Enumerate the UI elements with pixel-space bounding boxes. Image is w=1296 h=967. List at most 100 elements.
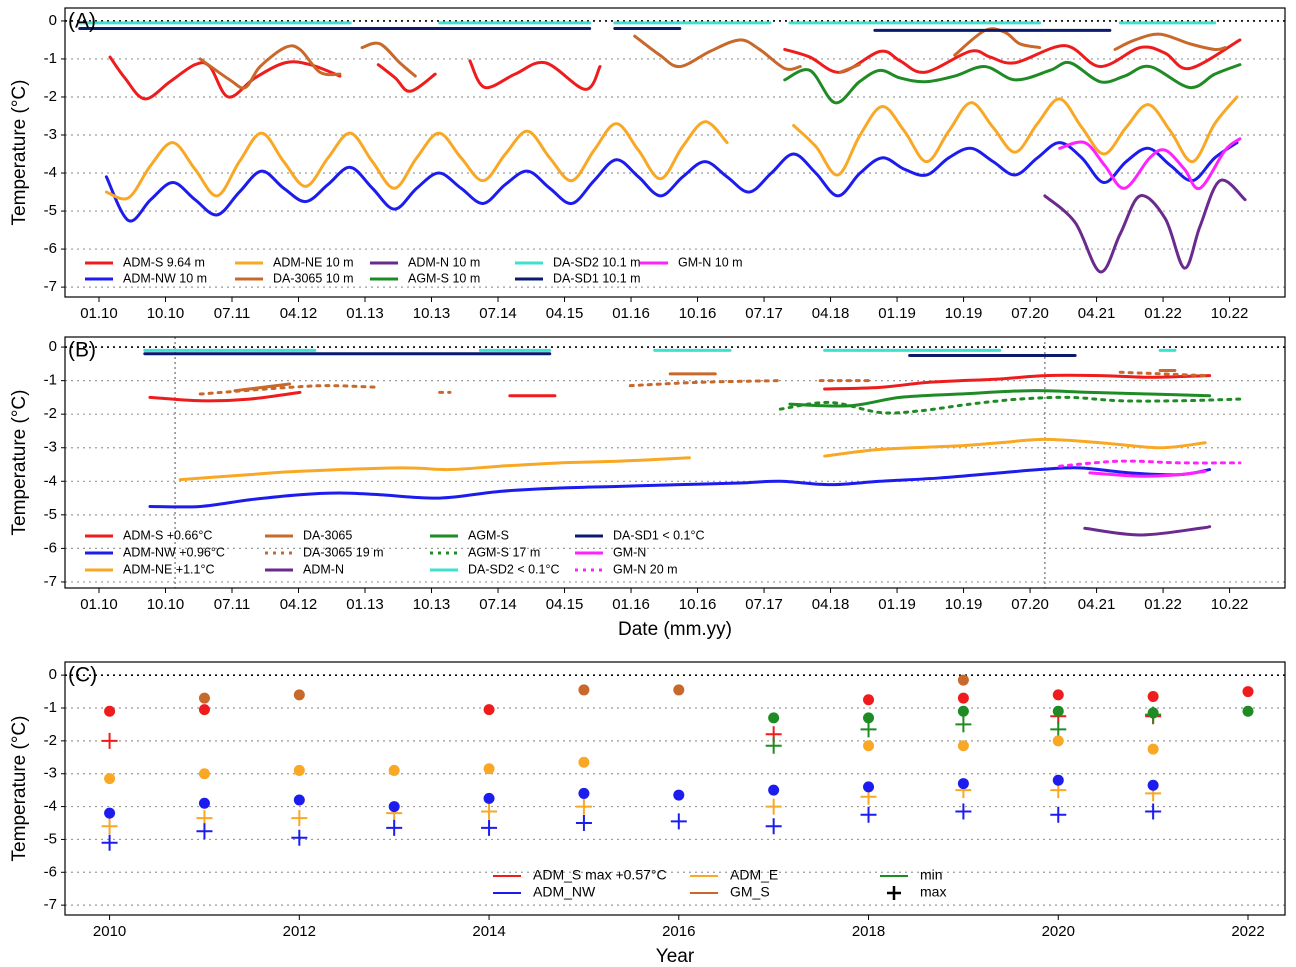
plus-marker <box>386 819 403 836</box>
y-tick-label: -3 <box>44 439 57 456</box>
panel-label: (B) <box>68 339 96 362</box>
x-tick-label: 10.19 <box>945 305 983 322</box>
plot-area <box>65 20 1285 288</box>
point-marker <box>768 712 780 724</box>
series-line <box>104 120 729 201</box>
legend-label: min <box>920 867 943 883</box>
point-marker <box>1052 689 1064 701</box>
y-tick-label: -5 <box>44 506 57 523</box>
plot-frame <box>64 661 1286 916</box>
series-line <box>1058 137 1242 191</box>
legend-symbol <box>887 886 901 900</box>
series-line <box>198 44 342 90</box>
point-marker <box>293 764 305 776</box>
series-line <box>1058 459 1242 468</box>
x-tick-label: 01.13 <box>346 596 384 613</box>
plus-marker <box>860 721 877 738</box>
y-tick-label: -3 <box>44 765 57 782</box>
series-line <box>628 379 782 388</box>
plus-marker <box>670 813 687 830</box>
x-tick-label: 07.11 <box>214 596 250 613</box>
y-tick-label: -2 <box>44 405 57 422</box>
x-tick-label: 10.19 <box>945 596 983 613</box>
legend-label: DA-SD2 10.1 m <box>553 255 641 269</box>
series-line <box>1088 469 1207 478</box>
y-axis-title: Temperature (°C) <box>9 80 30 226</box>
point-marker <box>104 807 116 819</box>
point-marker <box>483 763 495 775</box>
y-tick-label: -7 <box>44 896 57 913</box>
x-tick-label: 10.16 <box>679 305 717 322</box>
y-tick-label: -5 <box>44 830 57 847</box>
point-marker <box>104 705 116 717</box>
plot-frame <box>64 336 1286 589</box>
y-axis-title: Temperature (°C) <box>9 390 30 536</box>
x-tick-label: 04.12 <box>280 596 318 613</box>
point-marker <box>198 768 210 780</box>
series-line <box>360 41 417 78</box>
point-marker <box>957 705 969 717</box>
y-tick-label: -6 <box>44 240 57 257</box>
point-marker <box>1242 686 1254 698</box>
plus-marker <box>101 732 118 749</box>
series-line <box>953 27 1042 57</box>
point-marker <box>293 794 305 806</box>
series-line <box>792 95 1239 177</box>
plus-marker <box>955 803 972 820</box>
point-marker <box>957 692 969 704</box>
point-marker <box>388 764 400 776</box>
legend-label: ADM-S 9.64 m <box>123 255 205 269</box>
legend-label: AGM-S 10 m <box>408 271 480 285</box>
point-marker <box>198 692 210 704</box>
legend-label: GM_S <box>730 884 770 900</box>
legend-label: AGM-S 17 m <box>468 545 540 559</box>
x-tick-label: 2014 <box>472 923 505 940</box>
point-marker <box>673 789 685 801</box>
plus-marker <box>860 806 877 823</box>
y-tick-label: 0 <box>49 338 57 355</box>
legend-label: ADM_E <box>730 867 778 883</box>
point-marker <box>293 689 305 701</box>
plus-marker <box>955 716 972 733</box>
y-tick-label: -2 <box>44 732 57 749</box>
plus-marker <box>765 818 782 835</box>
series-line <box>1118 370 1207 378</box>
y-tick-label: -1 <box>44 699 57 716</box>
plus-marker <box>291 829 308 846</box>
point-marker <box>768 784 780 796</box>
legend-label: ADM_NW <box>533 884 596 900</box>
plus-marker <box>101 818 118 835</box>
point-marker <box>1147 779 1159 791</box>
point-marker <box>1147 743 1159 755</box>
series-line <box>1083 525 1212 537</box>
legend-label: GM-N 10 m <box>678 255 743 269</box>
x-tick-label: 07.14 <box>479 305 517 322</box>
x-tick-label: 07.11 <box>214 305 250 322</box>
y-tick-label: -1 <box>44 372 57 389</box>
plus-marker <box>765 798 782 815</box>
y-tick-label: 0 <box>49 666 57 683</box>
series-line <box>178 456 691 482</box>
x-tick-label: 01.16 <box>612 305 650 322</box>
series-line <box>783 60 1242 105</box>
point-marker <box>483 704 495 716</box>
y-tick-label: -2 <box>44 88 57 105</box>
x-tick-label: 10.10 <box>147 596 185 613</box>
x-tick-label: 01.22 <box>1144 305 1182 322</box>
x-tick-label: 10.10 <box>147 305 185 322</box>
y-tick-label: -7 <box>44 573 57 590</box>
point-marker <box>388 801 400 813</box>
point-marker <box>1052 774 1064 786</box>
x-tick-label: 2010 <box>93 923 126 940</box>
y-tick-label: -4 <box>44 798 57 815</box>
series-line <box>198 384 382 396</box>
plus-marker <box>1145 803 1162 820</box>
legend-label: ADM-NW +0.96°C <box>123 545 225 559</box>
series-line <box>1043 178 1247 274</box>
x-tick-label: 2018 <box>852 923 885 940</box>
x-tick-label: 2022 <box>1231 923 1264 940</box>
legend-label: ADM-S +0.66°C <box>123 528 212 542</box>
x-tick-label: 01.13 <box>346 305 384 322</box>
x-tick-label: 2016 <box>662 923 695 940</box>
